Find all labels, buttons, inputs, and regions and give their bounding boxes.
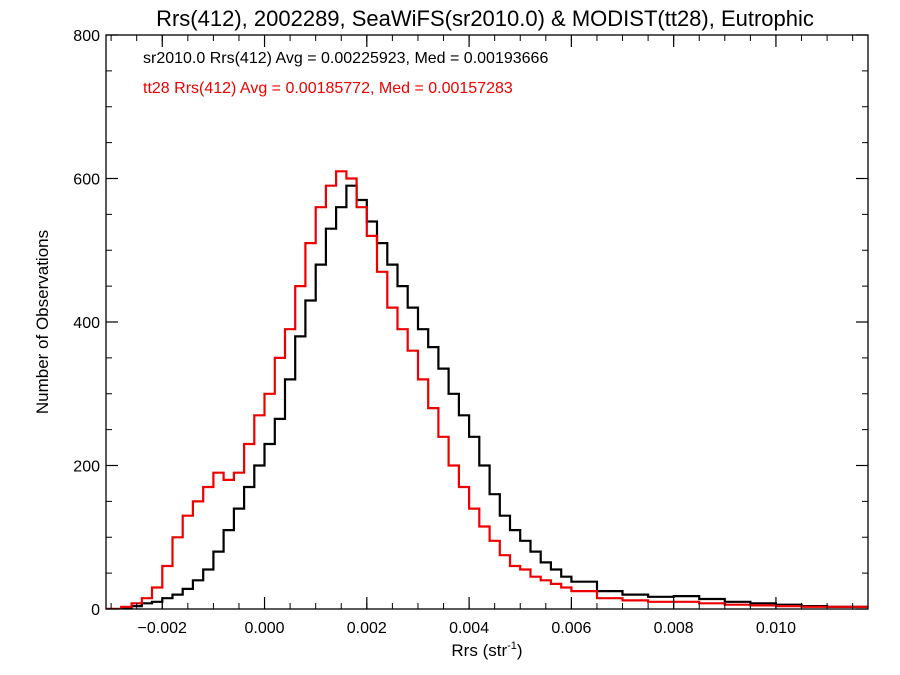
y-tick-label: 800 bbox=[73, 28, 100, 45]
y-tick-label: 0 bbox=[91, 602, 100, 619]
y-tick-label: 400 bbox=[73, 315, 100, 332]
x-axis: −0.002 0.000 0.002 0.004 0.006 0.008 0.010 bbox=[110, 35, 854, 637]
plot-frame bbox=[105, 34, 869, 610]
x-tick-label: 0.008 bbox=[654, 620, 694, 637]
x-tick-label: 0.006 bbox=[551, 620, 591, 637]
chart-title: Rrs(412), 2002289, SeaWiFS(sr2010.0) & M… bbox=[156, 6, 814, 31]
y-tick-label: 600 bbox=[73, 172, 100, 189]
series-black-line bbox=[106, 184, 868, 609]
y-tick-label: 200 bbox=[73, 459, 100, 476]
x-tick-label: −0.002 bbox=[138, 620, 187, 637]
legend-entry-black: sr2010.0 Rrs(412) Avg = 0.00225923, Med … bbox=[143, 50, 548, 67]
y-axis-label: Number of Observations bbox=[33, 230, 52, 414]
y-axis: 0 200 400 600 800 bbox=[73, 28, 868, 619]
x-tick-label: 0.002 bbox=[347, 620, 387, 637]
plot-area: −0.002 0.000 0.002 0.004 0.006 0.008 0.010 0 20… bbox=[73, 28, 869, 637]
legend-entry-red: tt28 Rrs(412) Avg = 0.00185772, Med = 0.… bbox=[143, 80, 513, 97]
x-tick-label: 0.010 bbox=[756, 620, 796, 637]
x-tick-label: 0.004 bbox=[449, 620, 489, 637]
series-group bbox=[106, 170, 868, 609]
x-tick-label: 0.000 bbox=[245, 620, 285, 637]
x-axis-label: Rrs (str-1) bbox=[451, 640, 522, 660]
series-red-line bbox=[106, 170, 868, 609]
